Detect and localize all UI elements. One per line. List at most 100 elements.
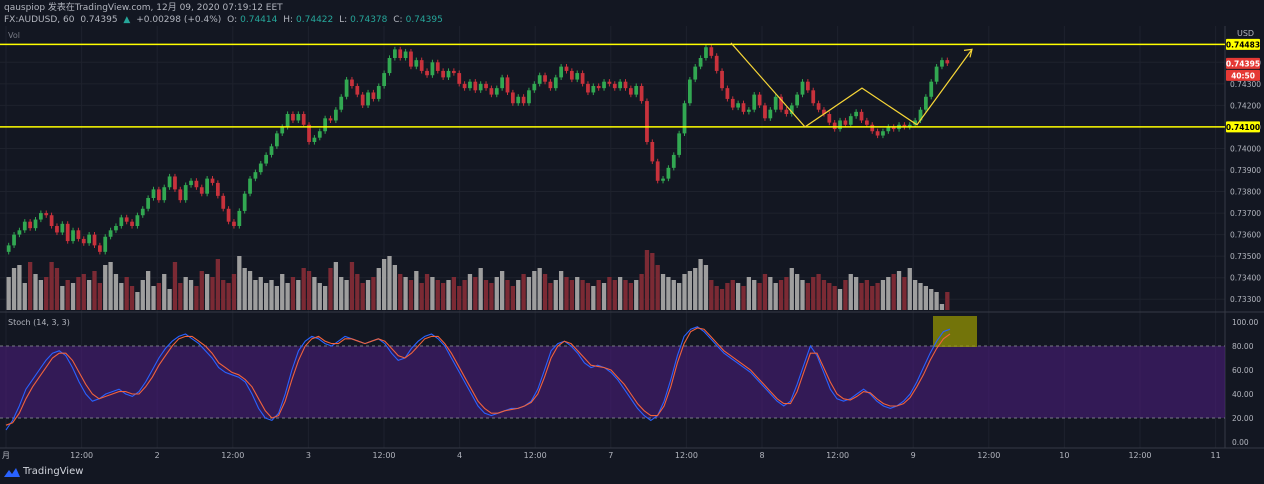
- volume-bar: [896, 271, 902, 310]
- volume-bar: [617, 277, 623, 310]
- price-label-text: 0.74483: [1226, 40, 1260, 49]
- volume-bar: [103, 265, 108, 310]
- candle-body: [859, 111, 864, 121]
- volume-bar: [655, 265, 660, 310]
- symbol-label: FX:AUDUSD, 60: [4, 15, 75, 25]
- price-label-box: [1226, 121, 1260, 133]
- volume-bar: [290, 277, 296, 310]
- stoch-tick-label: 80.00: [1232, 342, 1254, 351]
- volume-bar: [430, 277, 435, 310]
- candle-body: [569, 70, 574, 80]
- brand-name: TradingView: [23, 466, 84, 477]
- candle-body: [119, 217, 124, 226]
- stoch-tick-label: 20.00: [1232, 414, 1254, 423]
- volume-bar: [891, 274, 896, 310]
- candle-body: [162, 187, 167, 201]
- stoch-tick-label: 60.00: [1232, 366, 1254, 375]
- candle-body: [446, 70, 451, 78]
- price-label-box: [1226, 38, 1260, 50]
- candle-body: [44, 213, 49, 216]
- volume-bar: [403, 277, 408, 310]
- volume-bar: [6, 277, 11, 310]
- candle-body: [907, 124, 912, 127]
- candle-body: [49, 215, 54, 226]
- volume-bar: [199, 271, 204, 310]
- volume-bar: [827, 283, 832, 310]
- candle-body: [28, 221, 33, 229]
- volume-bar: [113, 274, 119, 310]
- volume-bar: [875, 283, 880, 310]
- volume-bar: [253, 280, 258, 310]
- price-label-box: [1226, 57, 1260, 69]
- volume-bar: [38, 280, 44, 310]
- volume-bar: [532, 271, 537, 310]
- candle-body: [516, 96, 521, 104]
- candle-body: [666, 167, 671, 179]
- candle-body: [355, 86, 360, 95]
- candle-body: [709, 47, 714, 56]
- volume-bar: [483, 280, 489, 310]
- volume-bar: [333, 262, 339, 310]
- candle-body: [864, 120, 869, 125]
- time-tick-label: 2: [155, 451, 160, 460]
- volume-bar: [693, 268, 698, 310]
- volume-bar: [33, 274, 38, 310]
- tradingview-logo-icon: [4, 467, 20, 477]
- volume-bar: [129, 286, 135, 310]
- candle-body: [146, 198, 151, 209]
- candle-body: [124, 217, 129, 222]
- candle-body: [559, 66, 564, 78]
- candle-body: [435, 62, 440, 71]
- price-tick-label: 0.73800: [1230, 188, 1261, 197]
- candle-body: [795, 94, 800, 106]
- close-label: C:: [393, 15, 403, 25]
- price-tick-label: 0.73500: [1230, 252, 1261, 261]
- stoch-label: Stoch (14, 3, 3): [8, 318, 70, 327]
- volume-bar: [435, 280, 440, 310]
- candle-body: [527, 90, 531, 104]
- volume-bar: [644, 250, 650, 310]
- candle-body: [140, 208, 145, 216]
- volume-bar: [27, 262, 33, 310]
- volume-bar: [912, 280, 918, 310]
- high-value: 0.74422: [296, 15, 334, 25]
- candle-body: [478, 83, 483, 91]
- volume-bar: [698, 259, 703, 310]
- candles: [6, 44, 950, 255]
- volume-bar: [650, 253, 655, 310]
- candle-body: [258, 163, 263, 173]
- volume-bar: [768, 277, 773, 310]
- volume-bar: [355, 274, 360, 310]
- candle-body: [317, 131, 322, 138]
- candle-body: [848, 116, 853, 125]
- chart-header: qauspiop 发表在TradingView.com, 12月 09, 202…: [4, 2, 446, 26]
- candle-body: [81, 238, 86, 244]
- volume-bar: [462, 280, 467, 310]
- volume-bar: [306, 271, 312, 310]
- candle-body: [623, 81, 628, 89]
- volume-bars: [6, 250, 950, 310]
- stoch-line: [5, 327, 951, 426]
- candle-body: [55, 226, 59, 233]
- volume-bar: [124, 277, 129, 310]
- candle-body: [409, 51, 413, 67]
- candle-body: [114, 226, 118, 231]
- volume-bar: [339, 277, 344, 310]
- candle-body: [532, 83, 537, 91]
- candle-body: [811, 90, 816, 104]
- volume-bar: [564, 277, 569, 310]
- close-value: 0.74395: [405, 15, 443, 25]
- candle-body: [548, 81, 553, 89]
- candle-body: [575, 73, 580, 80]
- candle-body: [827, 114, 832, 123]
- candle-body: [645, 101, 649, 142]
- candle-body: [253, 172, 258, 179]
- volume-bar: [778, 280, 784, 310]
- candle-body: [473, 81, 478, 91]
- candle-body: [918, 109, 923, 121]
- candle-body: [468, 81, 472, 89]
- candle-body: [902, 124, 907, 127]
- volume-bar: [167, 289, 172, 310]
- volume-bar: [81, 274, 86, 310]
